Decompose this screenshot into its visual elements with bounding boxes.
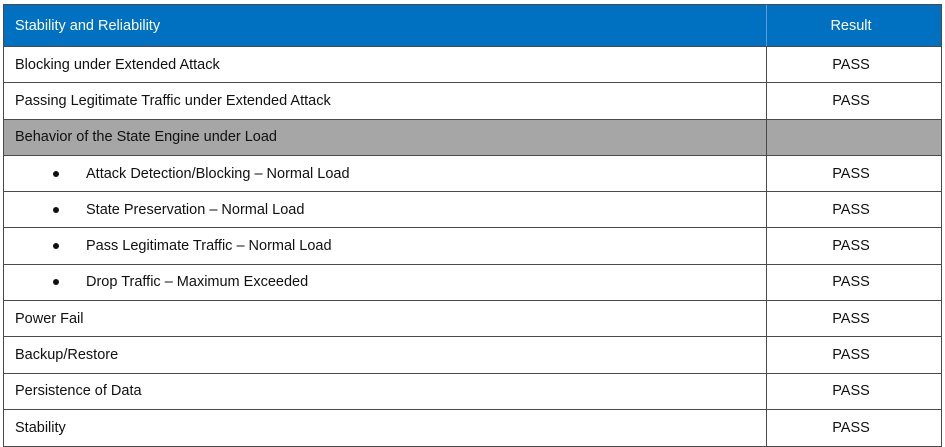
group-row: Behavior of the State Engine under Load bbox=[4, 119, 941, 156]
row-label: Backup/Restore bbox=[4, 337, 767, 373]
sub-row-label: State Preservation – Normal Load bbox=[4, 192, 767, 228]
row-result: PASS bbox=[832, 238, 870, 255]
sub-row-label: Attack Detection/Blocking – Normal Load bbox=[4, 155, 767, 192]
table-row: Pass Legitimate Traffic – Normal Load PA… bbox=[4, 228, 941, 265]
sub-row-text: State Preservation – Normal Load bbox=[86, 201, 305, 218]
table-row: State Preservation – Normal Load PASS bbox=[4, 192, 941, 229]
table-row: Persistence of Data PASS bbox=[4, 373, 941, 410]
table-row: Drop Traffic – Maximum Exceeded PASS bbox=[4, 264, 941, 302]
row-result: PASS bbox=[832, 383, 870, 400]
row-label: Blocking under Extended Attack bbox=[4, 47, 767, 83]
row-result: PASS bbox=[832, 201, 870, 218]
bullet-icon bbox=[53, 243, 59, 250]
table-header: Stability and Reliability Result bbox=[4, 5, 941, 47]
row-result: PASS bbox=[832, 420, 870, 437]
row-result: PASS bbox=[832, 310, 870, 327]
row-label: Passing Legitimate Traffic under Extende… bbox=[4, 83, 767, 119]
table-row: Backup/Restore PASS bbox=[4, 337, 941, 374]
results-table: Stability and Reliability Result Blockin… bbox=[3, 4, 942, 447]
table-row: Power Fail PASS bbox=[4, 301, 941, 338]
bullet-icon bbox=[53, 170, 59, 177]
row-result: PASS bbox=[832, 274, 870, 291]
row-result: PASS bbox=[832, 92, 870, 109]
sub-row-label: Drop Traffic – Maximum Exceeded bbox=[4, 264, 767, 301]
sub-row-text: Pass Legitimate Traffic – Normal Load bbox=[86, 238, 332, 255]
table-row: Blocking under Extended Attack PASS bbox=[4, 47, 941, 84]
sub-row-label: Pass Legitimate Traffic – Normal Load bbox=[4, 228, 767, 264]
header-result: Result bbox=[830, 17, 872, 34]
row-result: PASS bbox=[832, 165, 870, 182]
table-row: Stability PASS bbox=[4, 409, 941, 447]
row-result: PASS bbox=[832, 347, 870, 364]
header-label: Stability and Reliability bbox=[4, 5, 767, 46]
table-row: Attack Detection/Blocking – Normal Load … bbox=[4, 155, 941, 193]
group-result bbox=[767, 120, 941, 155]
sub-row-text: Drop Traffic – Maximum Exceeded bbox=[86, 274, 309, 291]
group-label: Behavior of the State Engine under Load bbox=[4, 119, 767, 155]
row-result: PASS bbox=[832, 56, 870, 73]
bullet-icon bbox=[53, 206, 59, 213]
row-label: Stability bbox=[4, 409, 767, 447]
bullet-icon bbox=[53, 279, 59, 286]
row-label: Persistence of Data bbox=[4, 373, 767, 409]
table-row: Passing Legitimate Traffic under Extende… bbox=[4, 83, 941, 120]
row-label: Power Fail bbox=[4, 301, 767, 337]
sub-row-text: Attack Detection/Blocking – Normal Load bbox=[86, 165, 350, 182]
